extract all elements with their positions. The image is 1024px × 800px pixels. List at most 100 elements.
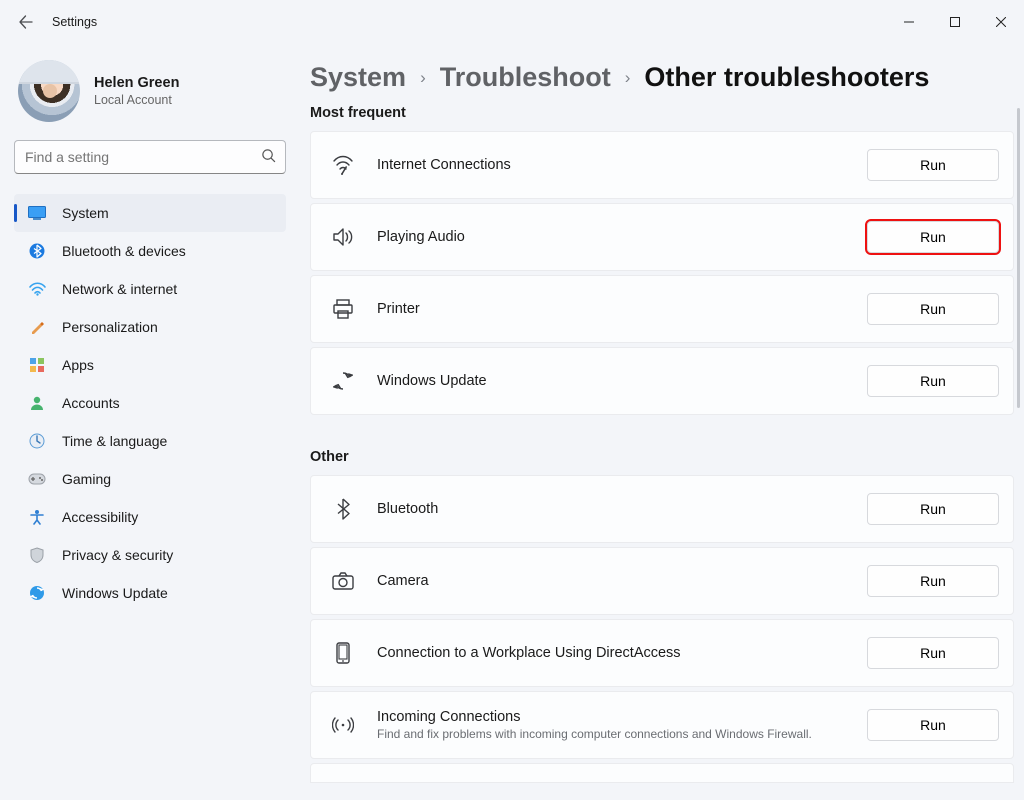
sidebar-item-privacy-security[interactable]: Privacy & security <box>14 536 286 574</box>
system-icon <box>28 204 46 222</box>
breadcrumb: System › Troubleshoot › Other troublesho… <box>310 62 1014 93</box>
minimize-button[interactable] <box>886 6 932 38</box>
search-input[interactable] <box>14 140 286 174</box>
sidebar-item-label: Privacy & security <box>62 547 173 563</box>
chevron-right-icon: › <box>625 68 631 88</box>
main-panel: System › Troubleshoot › Other troublesho… <box>300 44 1024 800</box>
run-button-camera[interactable]: Run <box>867 565 999 597</box>
sidebar-item-accounts[interactable]: Accounts <box>14 384 286 422</box>
sidebar-item-network[interactable]: Network & internet <box>14 270 286 308</box>
settings-window: Settings Helen Green Local Account <box>0 0 1024 800</box>
breadcrumb-current: Other troubleshooters <box>644 62 929 93</box>
bluetooth-icon <box>325 498 361 520</box>
troubleshooter-card-printer: PrinterRun <box>310 275 1014 343</box>
section-head-frequent: Most frequent <box>310 105 1014 121</box>
profile-texts: Helen Green Local Account <box>94 75 179 107</box>
sidebar-item-time-language[interactable]: Time & language <box>14 422 286 460</box>
troubleshooter-card-camera: CameraRun <box>310 547 1014 615</box>
nav-list: System Bluetooth & devices Network & inter… <box>14 194 286 612</box>
audio-icon <box>325 228 361 246</box>
run-button-winupdate[interactable]: Run <box>867 365 999 397</box>
sidebar-item-label: Windows Update <box>62 585 168 601</box>
sidebar-item-gaming[interactable]: Gaming <box>14 460 286 498</box>
troubleshooter-card-directaccess: Connection to a Workplace Using DirectAc… <box>310 619 1014 687</box>
card-title: Bluetooth <box>377 501 867 517</box>
winupdate-icon <box>325 371 361 391</box>
profile-block[interactable]: Helen Green Local Account <box>18 60 286 122</box>
card-title: Playing Audio <box>377 229 867 245</box>
search-wrap <box>14 140 286 174</box>
maximize-button[interactable] <box>932 6 978 38</box>
section-head-other: Other <box>310 449 1014 465</box>
run-button-audio[interactable]: Run <box>867 221 999 253</box>
sidebar-item-label: Accessibility <box>62 509 138 525</box>
close-icon <box>996 17 1006 27</box>
avatar <box>18 60 80 122</box>
internet-icon <box>325 155 361 175</box>
run-button-incoming[interactable]: Run <box>867 709 999 741</box>
sidebar-item-label: System <box>62 205 109 221</box>
card-title: Internet Connections <box>377 157 867 173</box>
back-arrow-icon <box>18 14 34 30</box>
run-button-internet[interactable]: Run <box>867 149 999 181</box>
directaccess-icon <box>325 642 361 664</box>
scrollbar[interactable] <box>1017 108 1020 408</box>
back-button[interactable] <box>6 2 46 42</box>
search-icon <box>261 148 276 166</box>
sidebar-item-accessibility[interactable]: Accessibility <box>14 498 286 536</box>
sidebar-item-label: Apps <box>62 357 94 373</box>
card-texts: Windows Update <box>377 373 867 389</box>
chevron-right-icon: › <box>420 68 426 88</box>
sidebar-item-label: Personalization <box>62 319 158 335</box>
card-title: Connection to a Workplace Using DirectAc… <box>377 645 867 661</box>
sidebar-item-windows-update[interactable]: Windows Update <box>14 574 286 612</box>
cards-frequent: Internet ConnectionsRunPlaying AudioRunP… <box>310 131 1014 415</box>
network-icon <box>28 280 46 298</box>
user-account-type: Local Account <box>94 93 179 107</box>
card-texts: Bluetooth <box>377 501 867 517</box>
sidebar-item-label: Gaming <box>62 471 111 487</box>
card-title: Incoming Connections <box>377 709 867 725</box>
sidebar-item-bluetooth-devices[interactable]: Bluetooth & devices <box>14 232 286 270</box>
printer-icon <box>325 299 361 319</box>
minimize-icon <box>904 17 914 27</box>
maximize-icon <box>950 17 960 27</box>
window-controls <box>886 6 1024 38</box>
troubleshooter-card-winupdate: Windows UpdateRun <box>310 347 1014 415</box>
breadcrumb-system[interactable]: System <box>310 62 406 93</box>
user-name: Helen Green <box>94 75 179 91</box>
troubleshooter-card-audio: Playing AudioRun <box>310 203 1014 271</box>
card-texts: Printer <box>377 301 867 317</box>
card-texts: Camera <box>377 573 867 589</box>
incoming-icon <box>325 716 361 734</box>
accounts-icon <box>28 394 46 412</box>
time-language-icon <box>28 432 46 450</box>
card-title: Windows Update <box>377 373 867 389</box>
gaming-icon <box>28 470 46 488</box>
sidebar-item-label: Accounts <box>62 395 120 411</box>
close-button[interactable] <box>978 6 1024 38</box>
card-texts: Playing Audio <box>377 229 867 245</box>
partial-next-card <box>310 763 1014 783</box>
breadcrumb-troubleshoot[interactable]: Troubleshoot <box>440 62 611 93</box>
personalization-icon <box>28 318 46 336</box>
card-subtitle: Find and fix problems with incoming comp… <box>377 727 867 741</box>
card-title: Camera <box>377 573 867 589</box>
sidebar-item-apps[interactable]: Apps <box>14 346 286 384</box>
run-button-bluetooth[interactable]: Run <box>867 493 999 525</box>
accessibility-icon <box>28 508 46 526</box>
camera-icon <box>325 572 361 590</box>
run-button-printer[interactable]: Run <box>867 293 999 325</box>
troubleshooter-card-bluetooth: BluetoothRun <box>310 475 1014 543</box>
troubleshooter-card-incoming: Incoming Connections Find and fix problem… <box>310 691 1014 759</box>
titlebar: Settings <box>0 0 1024 44</box>
card-texts: Internet Connections <box>377 157 867 173</box>
run-button-directaccess[interactable]: Run <box>867 637 999 669</box>
bluetooth-devices-icon <box>28 242 46 260</box>
sidebar-item-label: Bluetooth & devices <box>62 243 186 259</box>
sidebar-item-personalization[interactable]: Personalization <box>14 308 286 346</box>
sidebar-item-label: Network & internet <box>62 281 177 297</box>
sidebar-item-system[interactable]: System <box>14 194 286 232</box>
cards-other: BluetoothRunCameraRunConnection to a Wor… <box>310 475 1014 759</box>
sidebar-item-label: Time & language <box>62 433 167 449</box>
